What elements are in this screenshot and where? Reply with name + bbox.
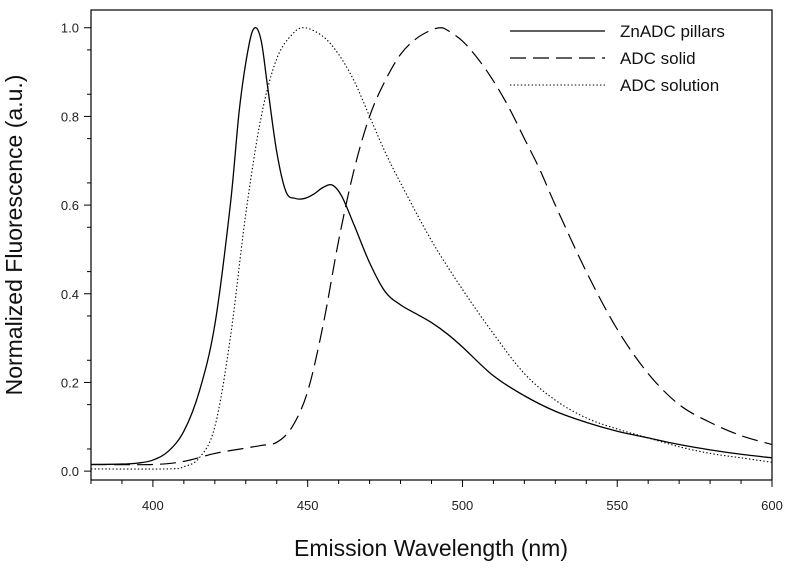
x-axis-ticks: 400 450 500 550 600 — [90, 480, 783, 513]
y-tick-label: 0.8 — [61, 109, 79, 124]
y-tick-label: 0.6 — [61, 198, 79, 213]
x-tick-label: 600 — [761, 498, 783, 513]
y-axis-title: Normalized Fluorescence (a.u.) — [1, 75, 27, 396]
x-tick-label: 400 — [142, 498, 164, 513]
legend-label: ADC solid — [620, 49, 696, 68]
series-line-adc-solution — [90, 27, 773, 470]
x-tick-label: 500 — [452, 498, 474, 513]
y-tick-label: 0.4 — [61, 287, 79, 302]
y-tick-label: 1.0 — [61, 21, 79, 36]
y-tick-label: 0.2 — [61, 375, 79, 390]
x-axis-title: Emission Wavelength (nm) — [294, 535, 568, 561]
series-layer — [90, 27, 773, 470]
y-axis-ticks: 0.0 0.2 0.4 0.6 0.8 1.0 — [61, 21, 91, 479]
series-line-znadc-pillars — [90, 27, 773, 466]
series-line-adc-solid — [90, 27, 773, 466]
y-tick-label: 0.0 — [61, 464, 79, 479]
legend: ZnADC pillars ADC solid ADC solution — [510, 22, 725, 95]
x-tick-label: 450 — [297, 498, 319, 513]
x-tick-label: 550 — [606, 498, 628, 513]
legend-label: ADC solution — [620, 76, 719, 95]
legend-label: ZnADC pillars — [620, 22, 725, 41]
